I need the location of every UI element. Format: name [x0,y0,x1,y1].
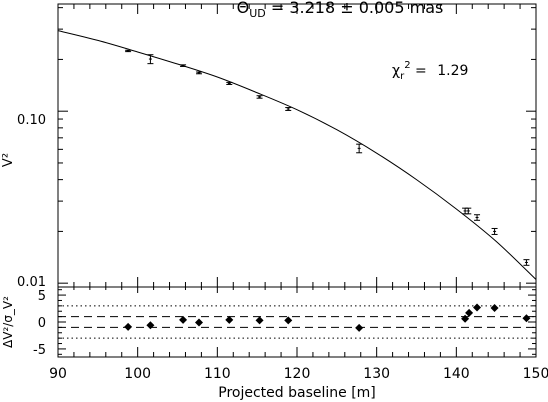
y-tick-label: 0 [38,316,46,331]
x-tick-label: 110 [204,366,231,382]
residual-plot-frame [57,286,537,358]
chart-title-sub: UD [249,7,266,20]
residual-diamond-marker [195,318,204,327]
reduced-chi-square-label: χr2 = 1.29 [392,60,468,82]
baseline-x-tick-labels: 90 100 110 120 130 140 150 [49,366,548,382]
chi-symbol: χ [392,63,400,79]
baseline-x-axis-label: Projected baseline [m] [218,385,376,401]
residual-diamond-marker [473,303,482,312]
residual-diamond-marker [355,323,364,332]
uniform-disk-model-curve [57,30,537,280]
residual-panel: -5 0 5 90 100 110 120 130 140 150 ΔV²/σ_V² Proje… [1,286,548,401]
x-tick-label: 130 [363,366,390,382]
visibility-data-points [125,49,530,266]
residual-diamond-marker [179,315,188,324]
chart-title: ΘUD = 3.218 ± 0.005 mas [237,0,444,20]
residual-diamond-marker [146,321,155,330]
chi-superscript: 2 [404,60,410,71]
residual-diamond-marker [225,315,234,324]
visibility-panel: 0.10 0.01 V² χr2 = 1.29 [1,3,537,290]
chart-title-main: Θ [237,0,250,17]
y-tick-label: -5 [33,343,46,358]
x-tick-label: 140 [443,366,470,382]
residual-diamond-marker [461,314,470,323]
residual-axis-ticks [57,287,537,357]
chi-equals: = [411,63,432,79]
visibility-y-axis-label: V² [1,153,16,167]
y-tick-label: 5 [38,289,46,304]
chi-subscript: r [400,71,405,82]
x-tick-label: 90 [49,366,67,382]
visibility-axis-ticks [57,4,537,287]
residual-diamond-marker [284,316,293,325]
visibility-plot-frame [57,3,537,288]
chart-title-rest: = 3.218 ± 0.005 mas [266,0,444,17]
residual-reference-lines [58,305,536,339]
visibility-y-tick-label: 0.10 [17,113,46,128]
residual-y-axis-label: ΔV²/σ_V² [1,296,15,348]
reduced-chi-square-value: 1.29 [437,63,468,79]
x-tick-label: 100 [124,366,151,382]
residual-diamond-marker [255,316,264,325]
residual-diamond-marker [465,308,474,317]
residual-diamond-marker [522,314,531,323]
residual-diamond-marker [124,322,133,331]
residual-y-tick-labels: -5 0 5 [33,289,46,358]
visibility-y-tick-label: 0.01 [17,275,46,290]
x-tick-label: 120 [284,366,311,382]
x-tick-label: 150 [523,366,548,382]
residual-diamond-marker [490,304,499,312]
residual-data-points [124,303,531,332]
